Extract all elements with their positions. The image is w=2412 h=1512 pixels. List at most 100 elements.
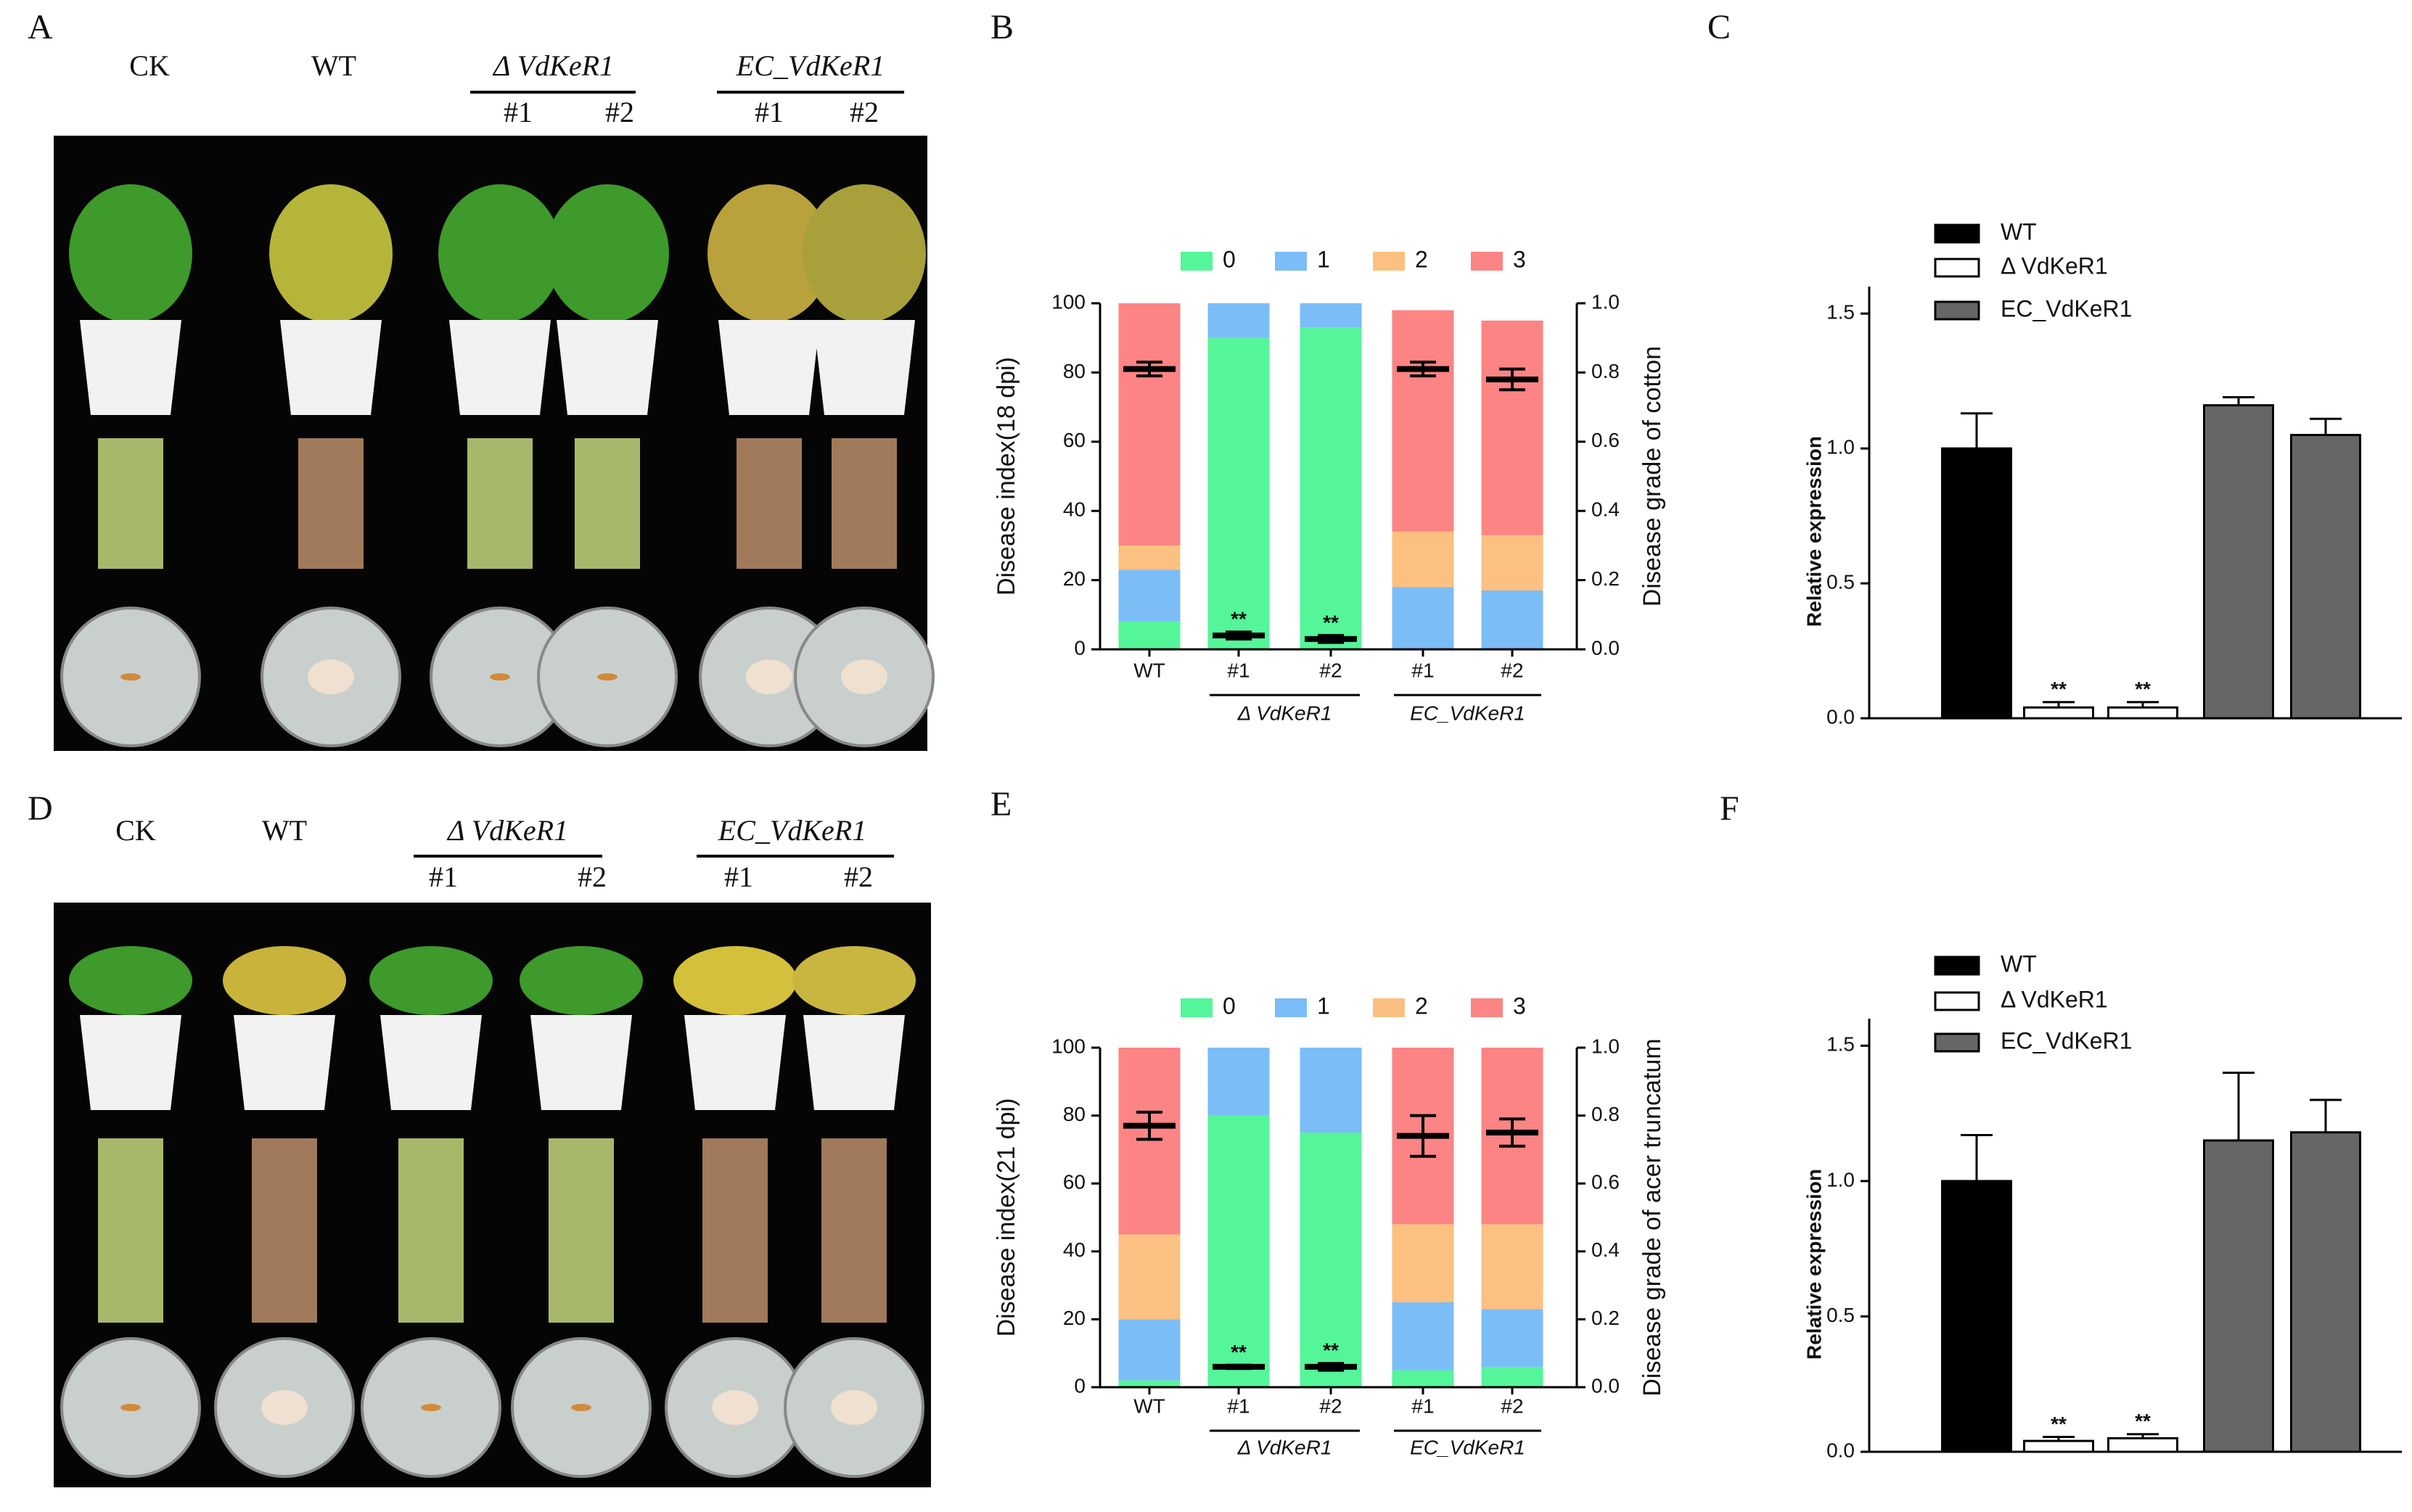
y-tick-label: 100 — [1051, 290, 1086, 313]
x-tick-label: #1 — [1227, 659, 1250, 681]
bar-segment — [1118, 1319, 1181, 1381]
pot — [530, 1015, 632, 1110]
x-tick-label: #1 — [1411, 1394, 1434, 1417]
y2-tick-label: 1.0 — [1591, 1035, 1620, 1057]
pot — [718, 320, 820, 415]
significance: ** — [1231, 1341, 1247, 1363]
group-label: EC_VdKeR1 — [736, 49, 885, 82]
plant — [223, 946, 346, 1015]
bar-segment — [1300, 1048, 1362, 1133]
bar-segment — [1481, 1224, 1543, 1310]
bar-segment — [1392, 1302, 1454, 1371]
colony — [841, 660, 887, 694]
y-tick-label: 20 — [1063, 1307, 1086, 1329]
legend-label: Δ VdKeR1 — [2001, 252, 2108, 279]
colony — [597, 673, 618, 681]
legend-swatch — [1181, 998, 1213, 1017]
group-label: EC_VdKeR1 — [1410, 702, 1525, 724]
stem — [298, 438, 364, 569]
bar — [2107, 706, 2178, 720]
group-label: EC_VdKeR1 — [1410, 1436, 1525, 1458]
bar-segment — [1481, 320, 1543, 535]
bar-segment — [1118, 545, 1181, 570]
stem — [832, 438, 897, 569]
stem — [398, 1138, 464, 1323]
y-tick-label: 40 — [1063, 1238, 1086, 1261]
legend-swatch — [1934, 956, 1980, 976]
bar-segment — [1300, 327, 1362, 649]
legend-label: 0 — [1223, 993, 1236, 1019]
bar — [2107, 1437, 2178, 1453]
pot — [380, 1015, 482, 1110]
column-label: WT — [311, 49, 356, 82]
plant — [707, 184, 831, 323]
significance: ** — [2051, 678, 2067, 700]
bar-segment — [1300, 1133, 1362, 1387]
bar-segment — [1392, 587, 1454, 649]
legend-swatch — [1275, 998, 1307, 1017]
bar-segment — [1392, 1370, 1454, 1387]
pot — [80, 320, 181, 415]
bar-segment — [1481, 1366, 1543, 1387]
legend-swatch — [1934, 223, 1980, 244]
legend-swatch — [1934, 991, 1980, 1011]
pot — [813, 320, 915, 415]
stem — [702, 1138, 768, 1323]
plant — [546, 184, 669, 323]
bar-segment — [1207, 1115, 1270, 1387]
legend-swatch — [1934, 300, 1980, 321]
legend-label: 0 — [1223, 246, 1236, 272]
y2-tick-label: 0.8 — [1591, 360, 1620, 382]
pot — [80, 1015, 181, 1110]
bar — [2290, 434, 2361, 720]
y-axis-label: Disease index(18 dpi) — [993, 357, 1020, 596]
bar-segment — [1300, 303, 1362, 328]
pot — [557, 320, 658, 415]
group-label: Δ VdKeR1 — [1237, 1436, 1332, 1458]
y-axis-label: Disease index(21 dpi) — [993, 1098, 1020, 1337]
y2-axis-label: Disease grade of acer truncatum — [1638, 1038, 1666, 1396]
significance: ** — [1231, 608, 1247, 630]
y-tick-label: 1.0 — [1826, 436, 1855, 459]
stem — [252, 1138, 317, 1323]
plant — [269, 184, 393, 323]
y-tick-label: 60 — [1063, 429, 1086, 451]
colony — [571, 1404, 591, 1411]
y2-tick-label: 0.2 — [1591, 1307, 1620, 1329]
bar-segment — [1392, 531, 1454, 588]
legend-swatch — [1934, 258, 1980, 278]
bar-segment — [1207, 1048, 1270, 1116]
x-tick-label: #2 — [1319, 1394, 1342, 1417]
bar-segment — [1481, 535, 1543, 591]
bar-segment — [1392, 310, 1454, 532]
bar-segment — [1392, 1224, 1454, 1302]
bar — [2290, 1131, 2361, 1453]
bar — [2023, 1439, 2094, 1453]
group-label: Δ VdKeR1 — [492, 49, 614, 82]
y-tick-label: 80 — [1063, 360, 1086, 382]
colony — [421, 1404, 441, 1411]
y-tick-label: 60 — [1063, 1171, 1086, 1193]
x-tick-label: WT — [1133, 1394, 1165, 1417]
legend-label: WT — [2001, 950, 2037, 977]
bar — [1941, 447, 2012, 720]
stem — [575, 438, 640, 569]
y-tick-label: 1.0 — [1826, 1168, 1855, 1191]
y2-tick-label: 0.8 — [1591, 1103, 1620, 1125]
panel-letter: B — [990, 8, 1014, 46]
colony — [490, 673, 510, 681]
significance: ** — [2051, 1413, 2067, 1435]
panel-letter: C — [1707, 8, 1731, 46]
significance: ** — [1323, 611, 1339, 633]
bar — [2023, 706, 2094, 720]
stem — [467, 438, 533, 569]
x-tick-label: WT — [1133, 659, 1165, 681]
colony — [120, 673, 141, 681]
panel-letter: D — [28, 789, 53, 828]
plant — [792, 946, 916, 1015]
y2-tick-label: 0.6 — [1591, 429, 1620, 451]
plant — [69, 946, 192, 1015]
member-label: #1 — [724, 860, 753, 893]
y-tick-label: 80 — [1063, 1103, 1086, 1125]
y-tick-label: 20 — [1063, 567, 1086, 590]
